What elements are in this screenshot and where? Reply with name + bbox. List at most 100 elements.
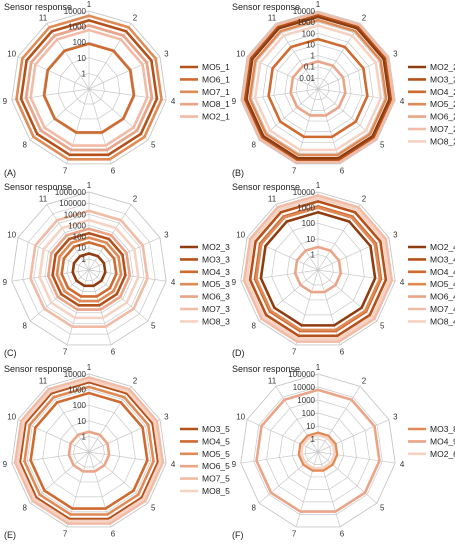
radar-spoke: [317, 269, 396, 282]
grid-ring: [251, 21, 385, 154]
series-MO6_5: [67, 430, 111, 473]
radar-spoke: [317, 237, 390, 271]
grid-ring-outer: [11, 373, 167, 528]
legend-entry: MO4_9: [430, 436, 455, 446]
axis-label: 5: [380, 322, 385, 331]
tick-label: 100: [302, 409, 316, 418]
chart-title: Sensor response: [232, 364, 300, 374]
grid-ring: [286, 238, 350, 301]
legend-entry: MO5_1: [202, 62, 230, 72]
axis-label: 8: [252, 141, 257, 150]
tick-label: 1000: [68, 386, 86, 395]
series-MO4_9: [255, 388, 381, 513]
axis-label: 3: [393, 231, 398, 240]
axis-label: 7: [292, 167, 297, 176]
axis-label: 5: [151, 322, 156, 331]
series-MO4_2: [267, 37, 369, 139]
radar-spoke: [88, 88, 167, 101]
legend-entry: MO4_5: [202, 436, 230, 446]
series-MO2_1: [29, 28, 149, 147]
series-MO2_4: [259, 210, 377, 327]
radar-spoke: [29, 269, 90, 322]
axis-label: 6: [111, 167, 116, 176]
axis-label: 3: [164, 231, 169, 240]
series-MO8_1: [24, 24, 154, 152]
radar-spoke: [317, 269, 341, 345]
radar-spoke: [275, 204, 319, 271]
axis-label: 1: [87, 363, 92, 372]
legend-entry: MO8_3: [202, 316, 230, 326]
axis-label: 1: [87, 0, 92, 9]
axis-label: 4: [400, 97, 405, 106]
tick-label: 10: [77, 244, 86, 253]
grid-ring: [266, 399, 370, 503]
radar-spoke: [88, 204, 132, 271]
series-MO4_5: [29, 391, 149, 510]
grid-ring: [73, 436, 105, 468]
axis-label: 11: [39, 194, 48, 203]
series-MO3_4: [248, 200, 388, 338]
series-MO7_4: [242, 194, 394, 343]
radar-spoke: [246, 56, 319, 90]
axis-label: 3: [393, 413, 398, 422]
radar-spoke: [240, 88, 319, 101]
grid-ring-outer: [11, 10, 167, 165]
panel-label: (B): [232, 168, 244, 178]
series-MO5_1: [19, 19, 159, 157]
axis-label: 7: [292, 530, 297, 539]
tick-label: 100000: [288, 370, 315, 379]
grid-ring: [302, 254, 334, 286]
tick-label: 0.01: [299, 74, 315, 83]
axis-label: 7: [63, 348, 68, 357]
radar-panel-6: Sensor response(F)1101001000100001000001…: [232, 363, 455, 540]
axis-label: 10: [7, 413, 16, 422]
legend-entry: MO3_2: [430, 74, 455, 84]
radar-spoke: [258, 88, 319, 141]
radar-spoke: [11, 88, 90, 101]
axis-label: 10: [236, 413, 245, 422]
radar-spoke: [17, 56, 90, 90]
tick-label: 10000: [293, 383, 316, 392]
tick-label: 1: [82, 69, 87, 78]
radar-spoke: [317, 88, 396, 101]
radar-spoke: [66, 269, 90, 345]
axis-label: 2: [362, 376, 367, 385]
axis-label: 10: [236, 50, 245, 59]
grid-ring: [57, 420, 121, 483]
tick-label: 1: [82, 432, 87, 441]
legend-entry: MO4_3: [202, 267, 230, 277]
axis-label: 3: [164, 50, 169, 59]
axis-label: 9: [232, 460, 237, 469]
tick-label: 100: [73, 38, 87, 47]
radar-panel-3: Sensor response(C)1101001000100001000001…: [3, 181, 231, 358]
grid-ring: [33, 213, 145, 324]
axis-label: 6: [111, 530, 116, 539]
legend-entry: MO2_4: [430, 242, 455, 252]
tick-label: 1000: [68, 221, 86, 230]
axis-label: 7: [63, 167, 68, 176]
legend-entry: MO3_3: [202, 254, 230, 264]
tick-label: 100000: [59, 199, 86, 208]
axis-label: 8: [252, 322, 257, 331]
series-MO2_2: [245, 15, 391, 160]
axis-label: 2: [133, 376, 138, 385]
legend-entry: MO3_5: [202, 424, 230, 434]
legend-entry: MO8_2: [430, 136, 455, 146]
grid-ring: [304, 438, 332, 465]
grid-ring-outer: [240, 373, 396, 528]
radar-spoke: [66, 88, 90, 164]
tick-label: 10000: [64, 210, 87, 219]
series-MO6_4: [293, 245, 343, 294]
legend-entry: MO2_3: [202, 242, 230, 252]
grid-ring: [66, 247, 112, 292]
axis-label: 8: [23, 504, 28, 513]
legend-entry: MO2_2: [430, 62, 455, 72]
tick-label: 10000: [293, 7, 316, 16]
radar-spoke: [88, 56, 161, 90]
grid-ring: [77, 258, 101, 282]
tick-label: 1000: [297, 18, 315, 27]
grid-ring: [42, 41, 136, 135]
grid-ring: [295, 66, 341, 111]
tick-label: 0.1: [304, 63, 316, 72]
